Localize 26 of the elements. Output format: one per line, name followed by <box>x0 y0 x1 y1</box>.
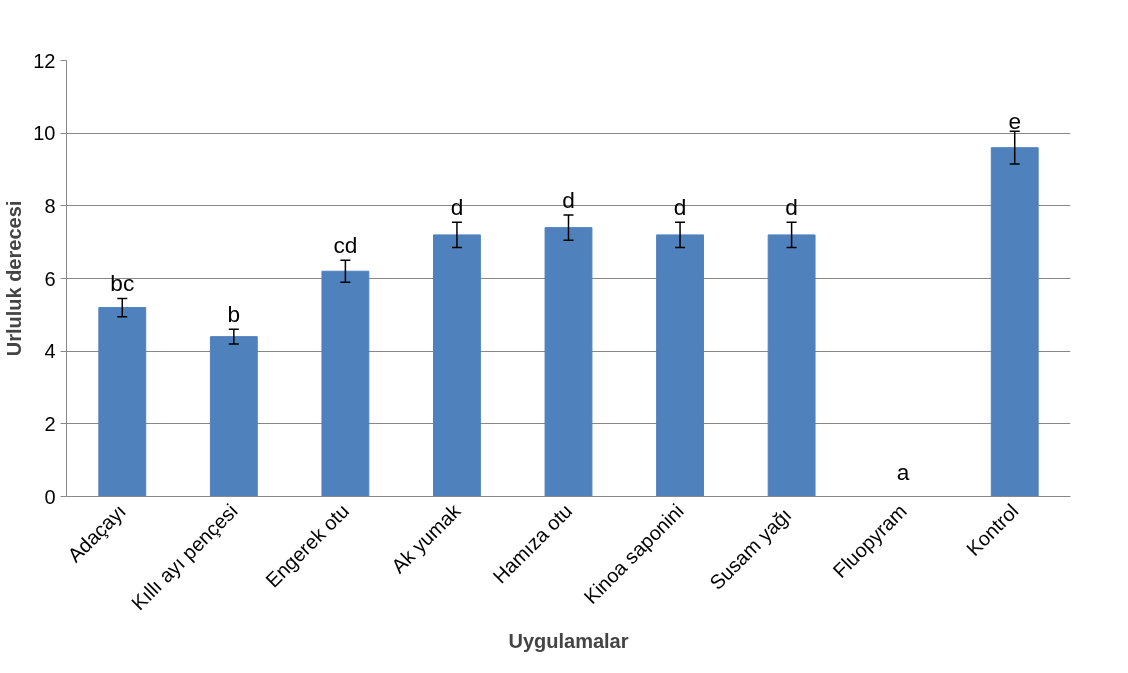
bar <box>656 234 704 497</box>
annotation: a <box>896 458 910 485</box>
y-tick-label: 2 <box>44 412 56 435</box>
annotation: cd <box>333 232 358 259</box>
y-tick-label: 12 <box>33 49 56 72</box>
y-tick-label: 6 <box>44 267 56 290</box>
annotation: d <box>785 194 798 221</box>
bar <box>321 270 370 497</box>
bar <box>209 336 258 497</box>
bar <box>990 147 1039 497</box>
bar <box>433 234 481 497</box>
x-axis-title: Uygulamalar <box>508 630 629 653</box>
y-tick-label: 0 <box>44 485 56 508</box>
annotation: d <box>673 194 687 221</box>
annotation: d <box>450 194 464 221</box>
bar <box>544 227 593 497</box>
annotation: e <box>1008 108 1022 135</box>
y-tick-label: 4 <box>44 340 56 363</box>
annotation: b <box>227 301 241 328</box>
y-axis-title: Urluluk derecesi <box>3 200 26 357</box>
annotation: bc <box>110 270 135 297</box>
bar <box>767 234 816 497</box>
y-tick-label: 10 <box>33 122 56 145</box>
annotation: d <box>562 186 575 213</box>
y-tick-label: 8 <box>44 194 56 217</box>
bar <box>98 307 147 497</box>
